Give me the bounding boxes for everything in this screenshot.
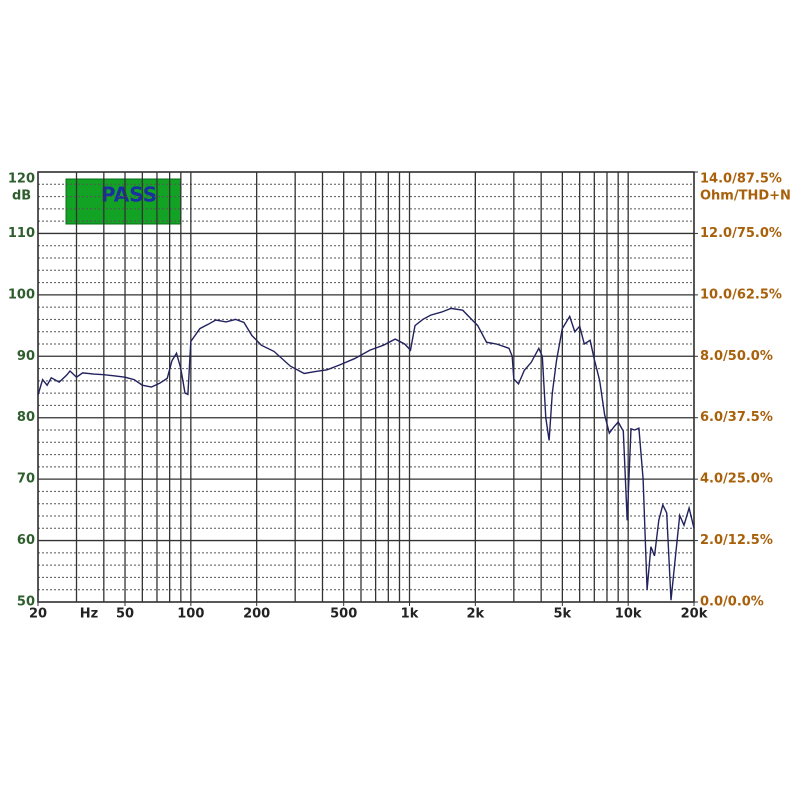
response-line (37, 307, 695, 601)
y2-tick-label: 12.0/75.0% (700, 226, 782, 241)
x-tick-label: 200 (243, 607, 270, 622)
x-tick-label: 5k (553, 607, 571, 622)
x-tick-label: 50 (116, 607, 134, 622)
y-tick-label: 90 (17, 349, 35, 364)
x-tick-label: 20k (681, 607, 708, 622)
x-tick-label: 1k (401, 607, 419, 622)
y2-tick-label: 6.0/37.5% (700, 410, 773, 425)
y2-tick-label: 4.0/25.0% (700, 472, 773, 487)
x-tick-label: 2k (466, 607, 484, 622)
y-tick-label: 110 (8, 226, 35, 241)
y2-tick-label: 8.0/50.0% (700, 349, 773, 364)
y2-tick-label: 10.0/62.5% (700, 287, 782, 302)
y2-tick-label: 14.0/87.5% (700, 172, 782, 187)
y-tick-label: 70 (17, 472, 35, 487)
y2-tick-label: 0.0/0.0% (700, 595, 764, 610)
y-tick-label: 80 (17, 410, 35, 425)
plot-frame (37, 171, 695, 603)
pass-box (65, 178, 182, 225)
pass-label: PASS (101, 183, 157, 207)
y-tick-label: 120 (8, 172, 35, 187)
y2-tick-label: 2.0/12.5% (700, 533, 773, 548)
x-tick-label: 10k (615, 607, 642, 622)
y-tick-label: 100 (8, 287, 35, 302)
y-tick-label: 60 (17, 533, 35, 548)
y-tick-label: 50 (17, 595, 35, 610)
y2-unit: Ohm/THD+N (700, 189, 791, 204)
x-tick-label: 100 (177, 607, 204, 622)
x-tick-label: 20 (29, 607, 47, 622)
y-unit: dB (12, 189, 31, 204)
x-tick-label: 500 (330, 607, 357, 622)
x-unit: Hz (80, 607, 98, 622)
